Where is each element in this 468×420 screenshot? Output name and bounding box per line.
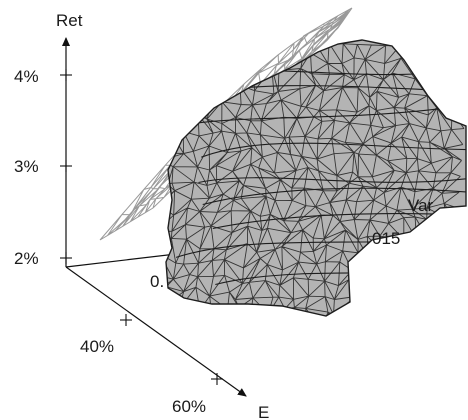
x-axis-line [65, 266, 247, 397]
z-tick-2 [60, 252, 72, 264]
x-tick-40 [120, 314, 132, 326]
axis-labels: Ret 4% 3% 2% 40% 60% E 0. Var 015 [14, 11, 434, 420]
surface-outline [165, 39, 467, 317]
y-axis-title: Var [408, 196, 434, 215]
x-tick-label-40: 40% [80, 337, 114, 356]
z-tick-label-3: 3% [14, 157, 39, 176]
x-axis-title: E [258, 403, 269, 420]
y-tick-label-start: 0. [150, 272, 164, 291]
tick-marks [60, 69, 223, 385]
z-axis-title: Ret [56, 11, 83, 30]
surface-body [166, 40, 466, 316]
y-tick-label-end: 015 [372, 229, 400, 248]
z-tick-3 [60, 160, 72, 172]
x-tick-label-60: 60% [172, 397, 206, 416]
z-tick-label-4: 4% [14, 67, 39, 86]
frontier-solid-surface [165, 39, 467, 317]
x-tick-60 [211, 373, 223, 385]
z-tick-4 [60, 69, 72, 81]
surface-mesh [166, 40, 466, 316]
y-axis-line [65, 253, 177, 268]
z-tick-label-2: 2% [14, 249, 39, 268]
